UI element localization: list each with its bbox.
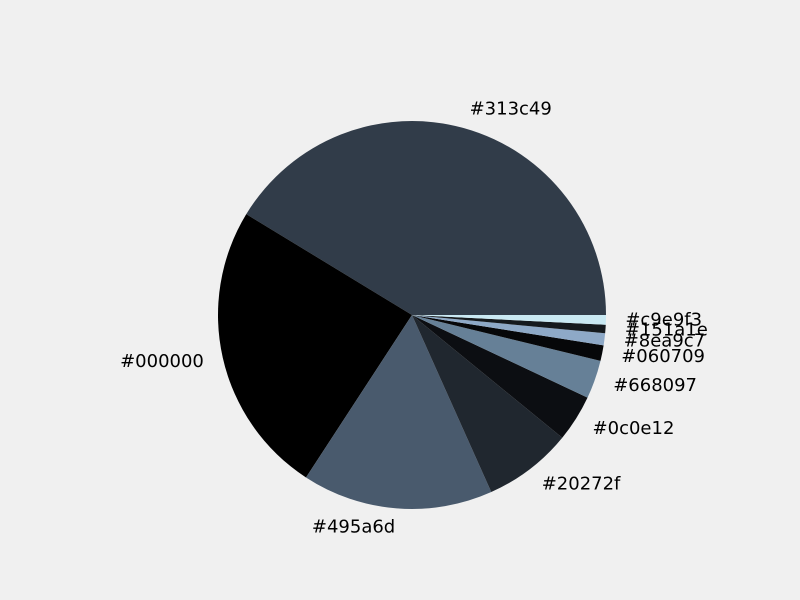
pie-label-0c0e12: #0c0e12 [593,418,675,439]
pie-slice-151a1e [412,315,606,334]
pie-slices [217,120,606,510]
pie-label-c9e9f3: #c9e9f3 [625,309,702,330]
pie-slice-495a6d [305,315,492,510]
pie-labels: #313c49 #000000 #495a6d #20272f #0c0e12 #6680… [120,99,708,538]
pie-slice-8ea9c7 [412,315,606,346]
pie-slice-668097 [412,315,601,398]
pie-slice-000000 [217,214,412,478]
pie-label-8ea9c7: #8ea9c7 [624,331,705,352]
pie-slice-060709 [412,315,604,361]
pie-label-060709: #060709 [621,346,705,367]
pie-label-313c49: #313c49 [470,99,552,120]
pie-label-668097: #668097 [613,375,697,396]
pie-label-495a6d: #495a6d [312,517,395,538]
pie-slice-c9e9f3 [412,315,606,325]
pie-slice-20272f [412,315,563,493]
pie-label-151a1e: #151a1e [625,319,708,340]
pie-label-20272f: #20272f [542,473,621,494]
pie-label-000000: #000000 [120,351,204,372]
pie-slice-0c0e12 [412,315,588,438]
pie-slice-313c49 [246,120,606,316]
